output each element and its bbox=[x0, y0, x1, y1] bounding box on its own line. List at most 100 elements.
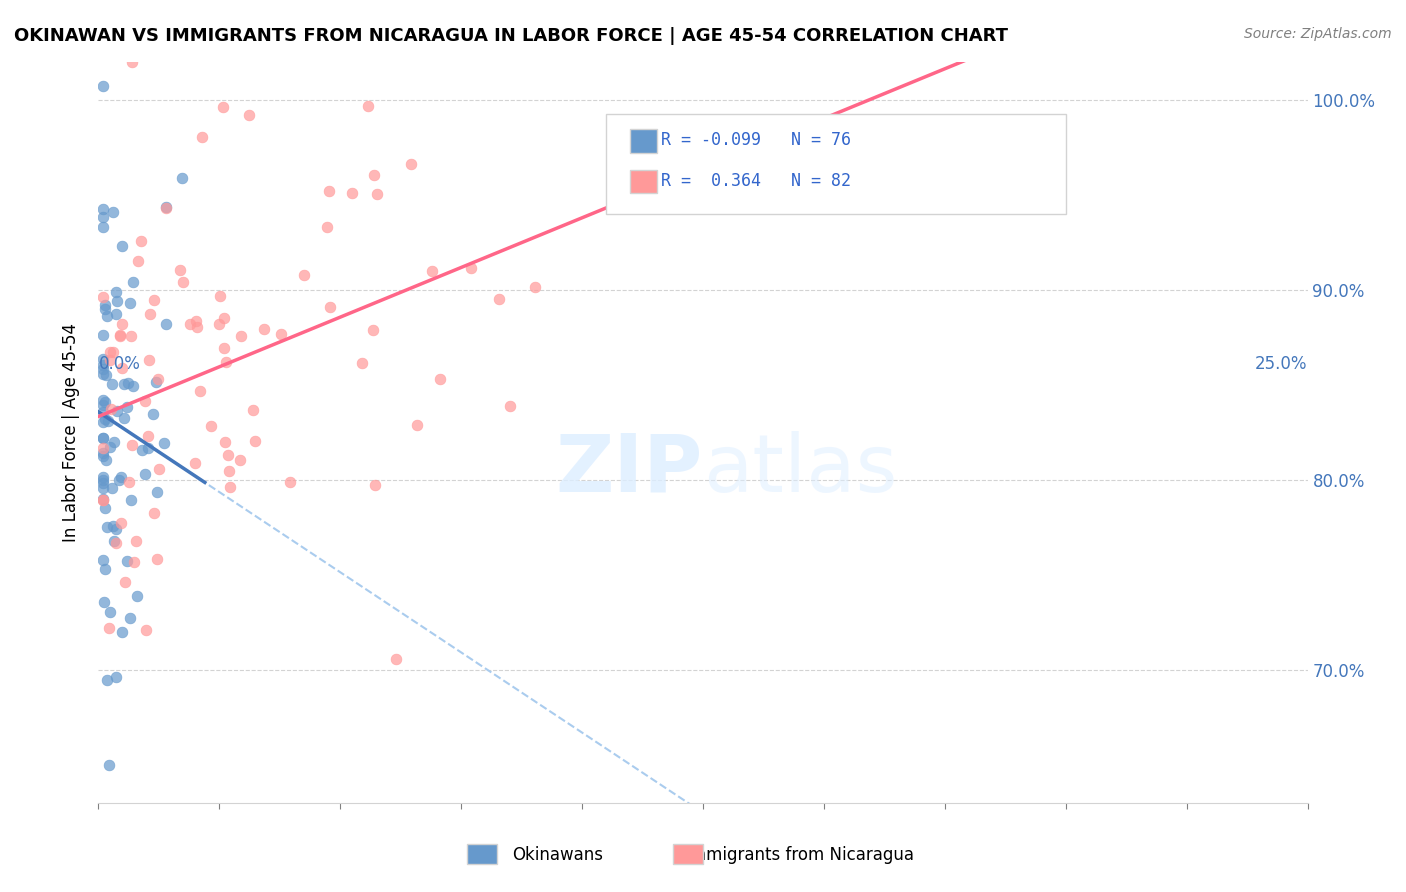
Point bbox=[94, 412, 117, 426]
Point bbox=[145, 484, 167, 499]
Point bbox=[186, 314, 208, 328]
Point bbox=[212, 310, 235, 325]
Text: atlas: atlas bbox=[703, 431, 897, 508]
Point bbox=[135, 623, 157, 637]
Point bbox=[406, 418, 429, 433]
Point bbox=[97, 414, 120, 428]
Point bbox=[146, 372, 169, 386]
Point bbox=[318, 184, 340, 198]
Y-axis label: In Labor Force | Age 45-54: In Labor Force | Age 45-54 bbox=[62, 323, 80, 542]
Point bbox=[118, 475, 141, 489]
Point bbox=[98, 345, 121, 359]
Point bbox=[105, 536, 128, 550]
Point bbox=[215, 354, 238, 368]
Point bbox=[172, 275, 194, 289]
Point bbox=[91, 445, 114, 459]
Point bbox=[142, 407, 165, 421]
Point bbox=[98, 758, 121, 772]
Point bbox=[146, 551, 169, 566]
Text: Immigrants from Nicaragua: Immigrants from Nicaragua bbox=[685, 846, 914, 863]
Point bbox=[120, 492, 142, 507]
Point bbox=[429, 372, 451, 386]
Point bbox=[91, 219, 114, 234]
FancyBboxPatch shape bbox=[630, 169, 657, 194]
Point bbox=[229, 329, 252, 343]
Point bbox=[217, 448, 239, 462]
Point bbox=[91, 210, 114, 224]
Point bbox=[219, 480, 242, 494]
Point bbox=[91, 358, 114, 372]
Point bbox=[91, 367, 114, 381]
Text: R =  0.364   N = 82: R = 0.364 N = 82 bbox=[661, 172, 851, 190]
Text: 25.0%: 25.0% bbox=[1256, 355, 1308, 373]
Point bbox=[91, 416, 114, 430]
Point bbox=[243, 434, 266, 449]
Point bbox=[155, 200, 177, 214]
Point bbox=[115, 554, 138, 568]
Text: Source: ZipAtlas.com: Source: ZipAtlas.com bbox=[1244, 27, 1392, 41]
Text: OKINAWAN VS IMMIGRANTS FROM NICARAGUA IN LABOR FORCE | AGE 45-54 CORRELATION CHA: OKINAWAN VS IMMIGRANTS FROM NICARAGUA IN… bbox=[14, 27, 1008, 45]
Point bbox=[200, 419, 222, 434]
Point bbox=[460, 260, 482, 275]
Point bbox=[111, 317, 134, 331]
Point bbox=[105, 670, 128, 684]
Point bbox=[136, 441, 159, 455]
Point bbox=[110, 516, 132, 530]
Point bbox=[121, 275, 143, 289]
Point bbox=[91, 476, 114, 491]
Point bbox=[363, 168, 385, 182]
Point bbox=[121, 438, 143, 452]
Point bbox=[134, 393, 156, 408]
Point bbox=[488, 292, 510, 306]
Point bbox=[143, 506, 166, 520]
Point bbox=[101, 519, 124, 533]
Point bbox=[108, 473, 131, 487]
Point bbox=[138, 352, 160, 367]
Point bbox=[91, 78, 114, 93]
Point bbox=[356, 99, 378, 113]
Point bbox=[91, 491, 114, 506]
Point bbox=[108, 328, 131, 343]
Point bbox=[91, 481, 114, 495]
Point bbox=[278, 475, 301, 489]
Point bbox=[91, 327, 114, 342]
Point bbox=[292, 268, 315, 282]
FancyBboxPatch shape bbox=[630, 129, 657, 153]
Point bbox=[420, 264, 443, 278]
Point bbox=[155, 317, 177, 331]
Point bbox=[385, 652, 408, 666]
Point bbox=[316, 219, 339, 234]
Point bbox=[96, 673, 118, 687]
Point bbox=[117, 376, 139, 391]
Point bbox=[101, 204, 124, 219]
Point bbox=[91, 441, 114, 455]
Point bbox=[131, 443, 153, 458]
Point bbox=[364, 477, 387, 491]
Point bbox=[94, 298, 117, 312]
Point bbox=[91, 450, 114, 464]
Point bbox=[238, 107, 260, 121]
Point bbox=[121, 55, 143, 70]
FancyBboxPatch shape bbox=[606, 114, 1066, 214]
Point bbox=[94, 368, 117, 382]
Point bbox=[105, 307, 128, 321]
Point bbox=[188, 384, 211, 398]
Point bbox=[145, 375, 167, 389]
Point bbox=[212, 341, 235, 355]
Point bbox=[103, 434, 125, 449]
Point bbox=[91, 432, 114, 446]
Text: Okinawans: Okinawans bbox=[512, 846, 603, 863]
Point bbox=[155, 201, 177, 215]
Point bbox=[105, 293, 128, 308]
Point bbox=[94, 500, 117, 515]
Point bbox=[352, 356, 374, 370]
Point bbox=[138, 429, 160, 443]
Point bbox=[191, 130, 214, 145]
Point bbox=[120, 296, 142, 310]
Point bbox=[148, 462, 170, 476]
Point bbox=[152, 435, 174, 450]
Point bbox=[91, 493, 114, 508]
Point bbox=[139, 307, 162, 321]
FancyBboxPatch shape bbox=[467, 844, 498, 864]
Point bbox=[127, 589, 149, 603]
